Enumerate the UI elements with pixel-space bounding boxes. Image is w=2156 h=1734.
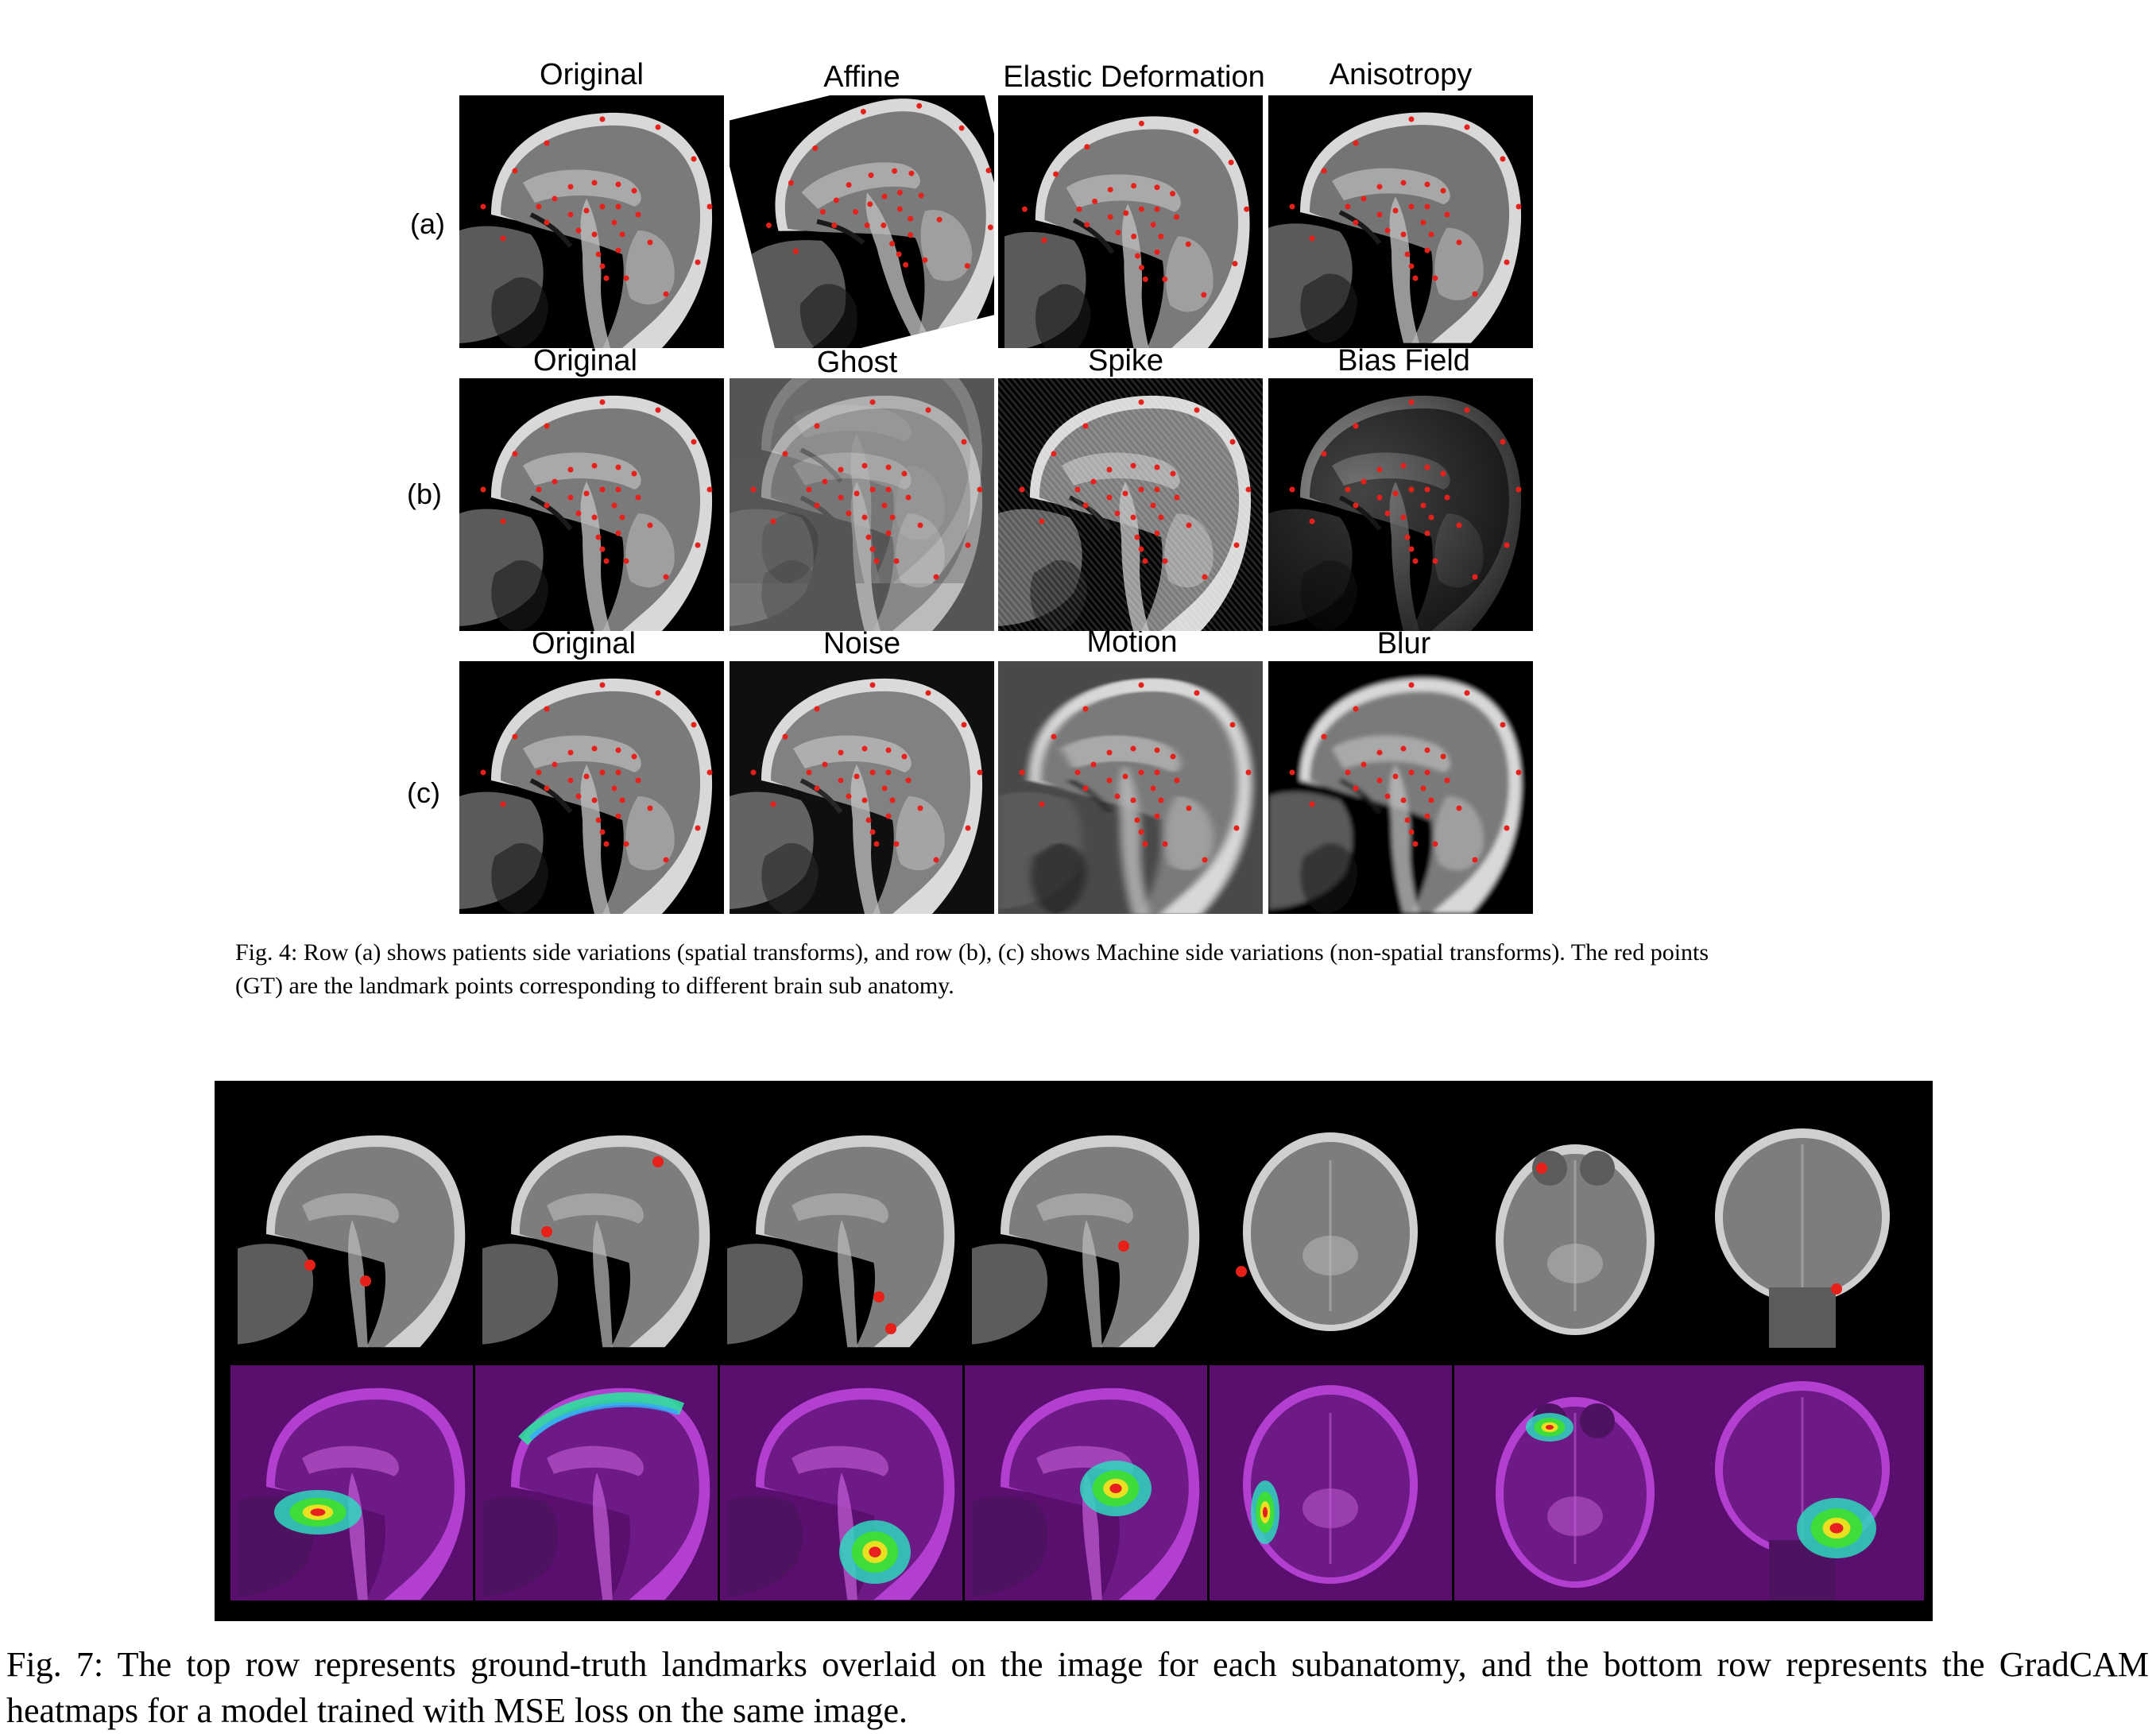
gradcam-heatmap-4: [965, 1365, 1207, 1600]
gradcam-heatmap-3: [720, 1365, 962, 1600]
mri-noise: [730, 661, 994, 914]
mri-bias-field: [1268, 378, 1533, 631]
mri-motion: [998, 661, 1263, 914]
row-b-title-2: Ghost: [816, 346, 898, 379]
mri-affine: [730, 95, 994, 348]
gradcam-heatmap-1: [230, 1365, 473, 1600]
gradcam-heatmap-2: [475, 1365, 718, 1600]
row-c-title-3: Motion: [1086, 625, 1178, 659]
gt-landmark-image-7: [1682, 1113, 1924, 1348]
mri-ghost: [730, 378, 994, 631]
row-c-label: (c): [407, 776, 440, 809]
row-b-label: (b): [407, 478, 442, 510]
gt-landmark-image-5: [1210, 1113, 1452, 1348]
mri-original-a: [459, 95, 724, 348]
gt-landmark-image-3: [720, 1113, 962, 1348]
figure-4-caption: Fig. 4: Row (a) shows patients side vari…: [235, 939, 1709, 999]
mri-anisotropy: [1268, 95, 1533, 348]
mri-original-b: [459, 378, 724, 631]
mri-spike: [998, 378, 1263, 631]
figure-7-panel: [215, 1081, 1933, 1621]
row-a-title-2: Affine: [823, 60, 900, 94]
mri-blur: [1268, 661, 1533, 914]
row-c-title-1: Original: [532, 627, 636, 660]
row-a-label: (a): [410, 207, 445, 240]
gt-landmark-image-2: [475, 1113, 718, 1348]
row-c-title-2: Noise: [823, 627, 901, 660]
mri-elastic-deformation: [998, 95, 1263, 348]
row-c-title-4: Blur: [1376, 627, 1431, 660]
mri-original-c: [459, 661, 724, 914]
gradcam-heatmap-5: [1210, 1365, 1452, 1600]
gt-landmark-image-4: [965, 1113, 1207, 1348]
gradcam-heatmap-6: [1454, 1365, 1697, 1600]
row-b-title-3: Spike: [1087, 344, 1164, 377]
row-b-title-1: Original: [533, 344, 637, 377]
row-b-title-4: Bias Field: [1337, 344, 1470, 377]
figure-4: Original Affine Elastic Deformation Anis…: [235, 58, 1709, 999]
gt-landmark-image-1: [230, 1113, 473, 1348]
row-a-title-3: Elastic Deformation: [1003, 60, 1265, 94]
figure-7-caption: Fig. 7: The top row represents ground-tr…: [6, 1645, 2149, 1730]
gt-landmark-image-6: [1454, 1113, 1697, 1348]
row-a-title-4: Anisotropy: [1329, 58, 1473, 91]
row-a-title-1: Original: [540, 58, 644, 91]
gradcam-heatmap-7: [1682, 1365, 1924, 1600]
